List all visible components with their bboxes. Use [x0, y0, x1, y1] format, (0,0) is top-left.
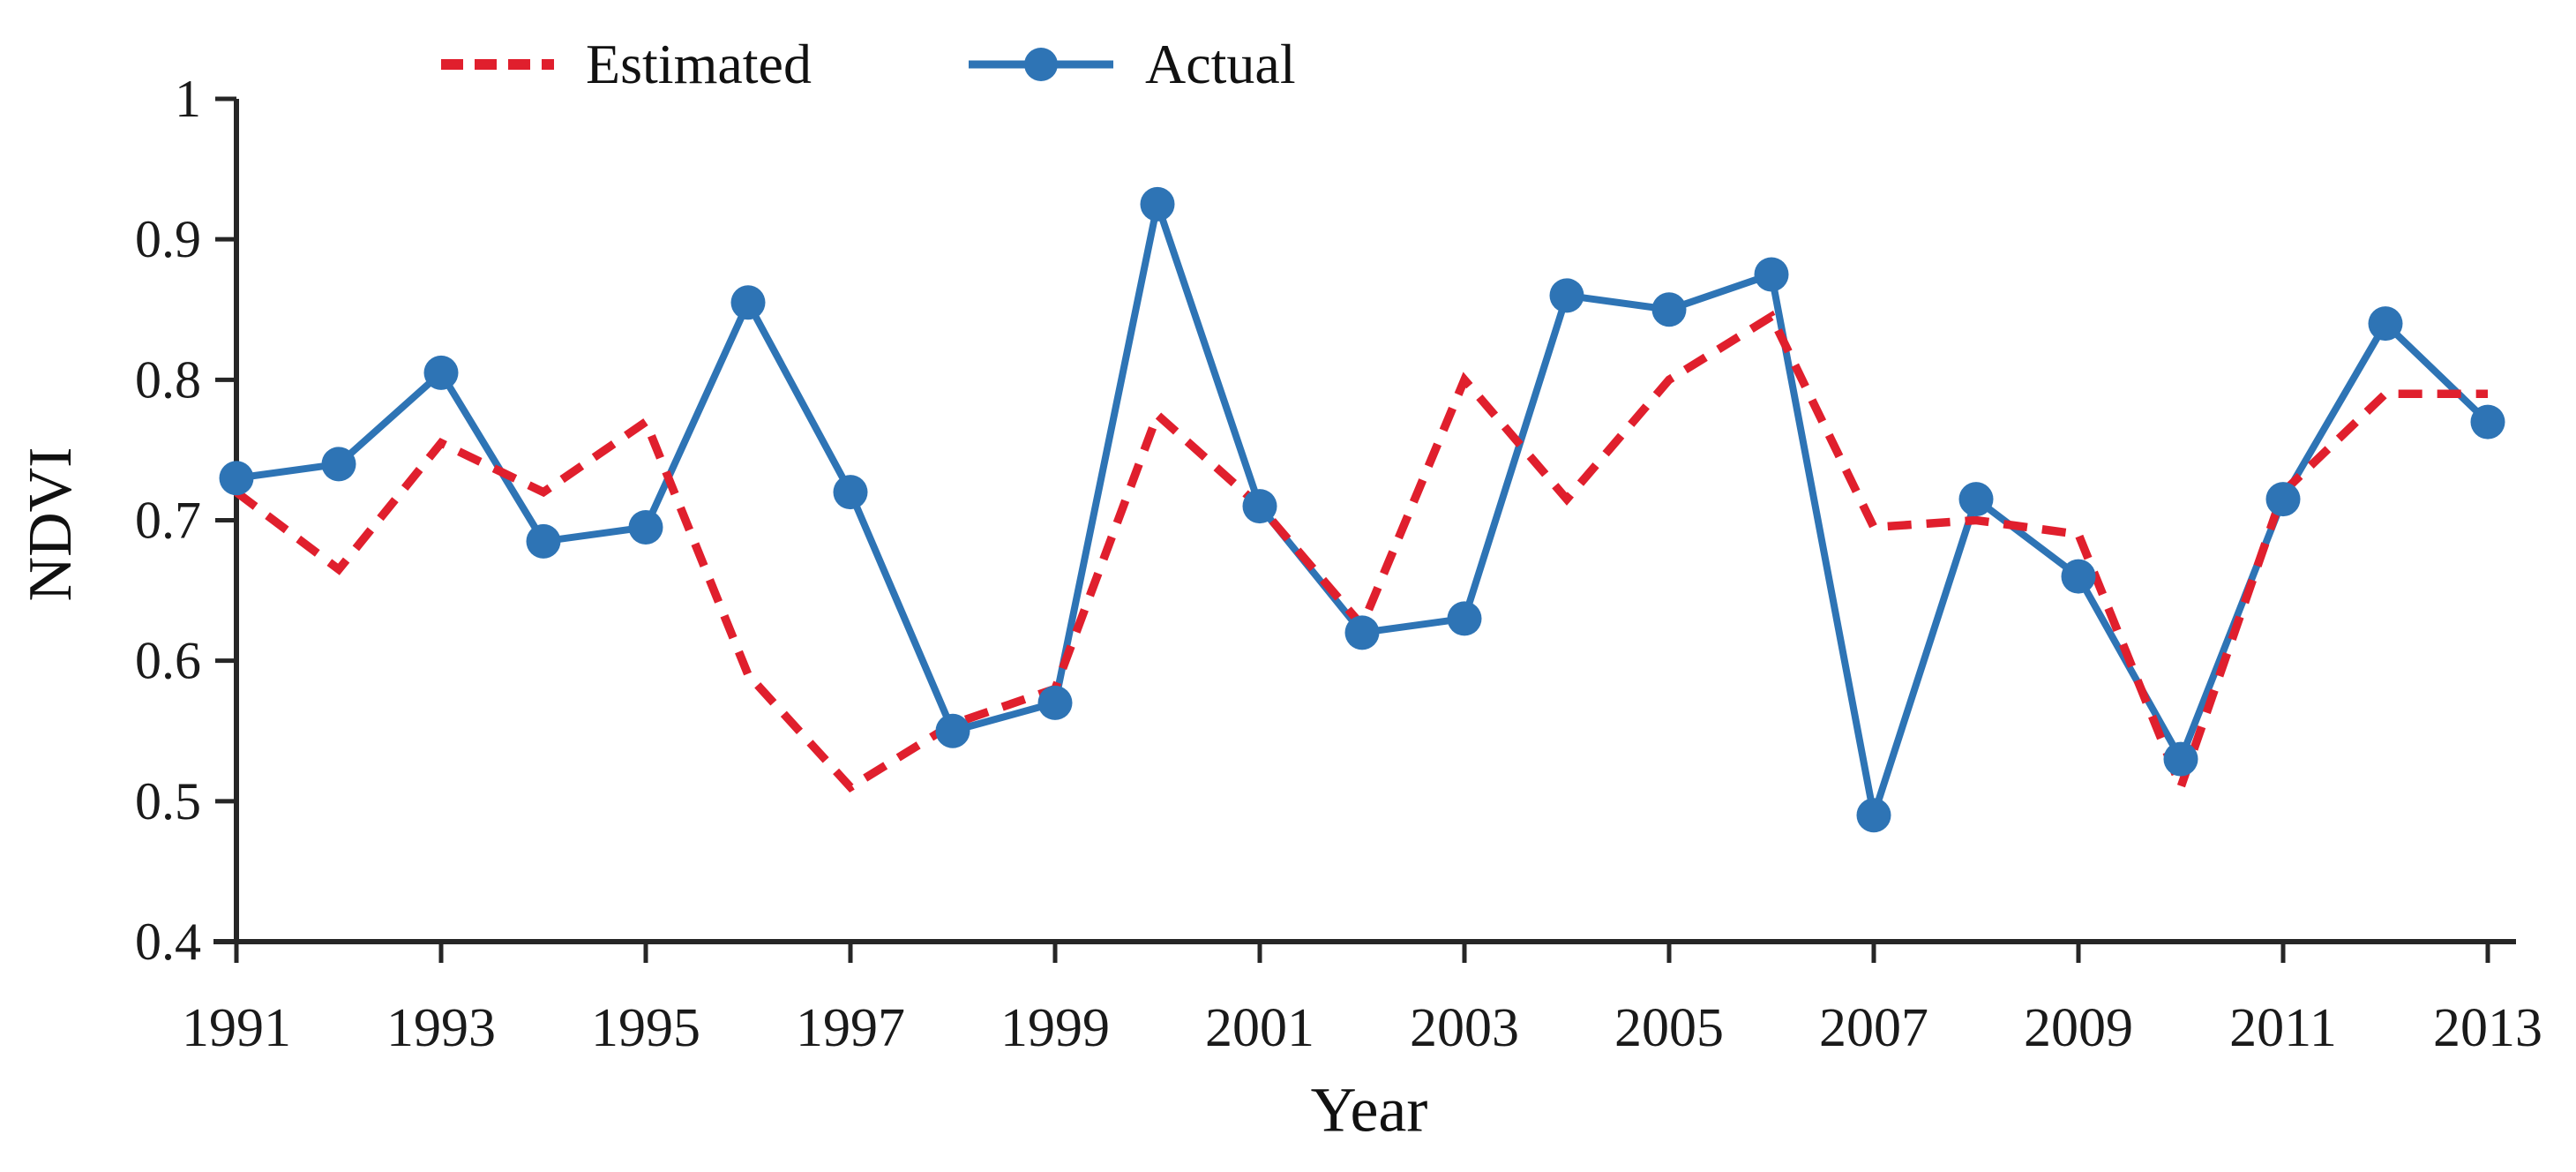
- actual-data-point-2011: [2265, 482, 2301, 517]
- actual-data-point-2010: [2163, 741, 2198, 777]
- legend-label-actual: Actual: [1145, 33, 1296, 95]
- y-axis-title: NDVI: [17, 447, 85, 602]
- actual-data-point-2004: [1549, 278, 1584, 313]
- estimated-dashed-line-sample-icon: [441, 59, 554, 70]
- actual-data-point-1991: [219, 461, 254, 496]
- x-tick-label: 2005: [1614, 998, 1724, 1058]
- actual-data-point-1999: [1037, 685, 1073, 720]
- actual-data-point-2002: [1344, 615, 1380, 650]
- x-tick-label: 2007: [1819, 998, 1928, 1058]
- actual-data-point-1995: [628, 509, 663, 545]
- actual-data-point-1996: [730, 285, 766, 320]
- x-tick-label: 2003: [1410, 998, 1519, 1058]
- x-tick-label: 2011: [2229, 998, 2337, 1058]
- y-tick-label: 1: [175, 70, 201, 128]
- actual-data-point-2009: [2061, 559, 2096, 594]
- actual-data-point-2000: [1140, 186, 1175, 222]
- actual-data-point-1992: [321, 447, 356, 482]
- x-tick-label: 2001: [1205, 998, 1314, 1058]
- legend-item-actual: Actual: [967, 34, 1296, 95]
- x-tick-label: 1993: [386, 998, 496, 1058]
- x-axis-title: Year: [1310, 1074, 1428, 1146]
- actual-series-line: [236, 200, 2490, 819]
- actual-data-point-2007: [1856, 798, 1891, 833]
- y-tick-label: 0.4: [135, 913, 201, 971]
- x-tick-label: 1995: [591, 998, 700, 1058]
- x-tick-label: 1999: [1000, 998, 1110, 1058]
- y-tick-label: 0.9: [135, 210, 201, 268]
- actual-line-marker-sample-icon: [969, 48, 1113, 81]
- x-tick-label: 2013: [2433, 998, 2542, 1058]
- actual-data-point-2013: [2470, 404, 2505, 440]
- actual-data-point-1993: [423, 355, 459, 390]
- y-tick-label: 0.5: [135, 772, 201, 830]
- y-tick-label: 0.6: [135, 632, 201, 690]
- actual-data-point-2001: [1242, 489, 1277, 524]
- actual-data-point-2006: [1754, 257, 1789, 292]
- actual-data-point-2005: [1651, 292, 1687, 327]
- y-tick-label: 0.8: [135, 350, 201, 409]
- estimated-series-line: [234, 310, 2488, 800]
- legend-label-estimated: Estimated: [586, 33, 812, 95]
- actual-data-point-1994: [526, 523, 561, 559]
- legend-item-estimated: Estimated: [439, 34, 812, 95]
- actual-data-point-2008: [1958, 482, 1994, 517]
- actual-data-point-1998: [935, 713, 970, 748]
- actual-data-point-1997: [833, 475, 868, 510]
- x-tick-label: 2009: [2024, 998, 2133, 1058]
- y-tick-label: 0.7: [135, 492, 201, 550]
- actual-data-point-2003: [1447, 601, 1482, 636]
- actual-data-point-2012: [2368, 306, 2403, 342]
- x-tick-label: 1991: [182, 998, 291, 1058]
- x-tick-label: 1997: [796, 998, 905, 1058]
